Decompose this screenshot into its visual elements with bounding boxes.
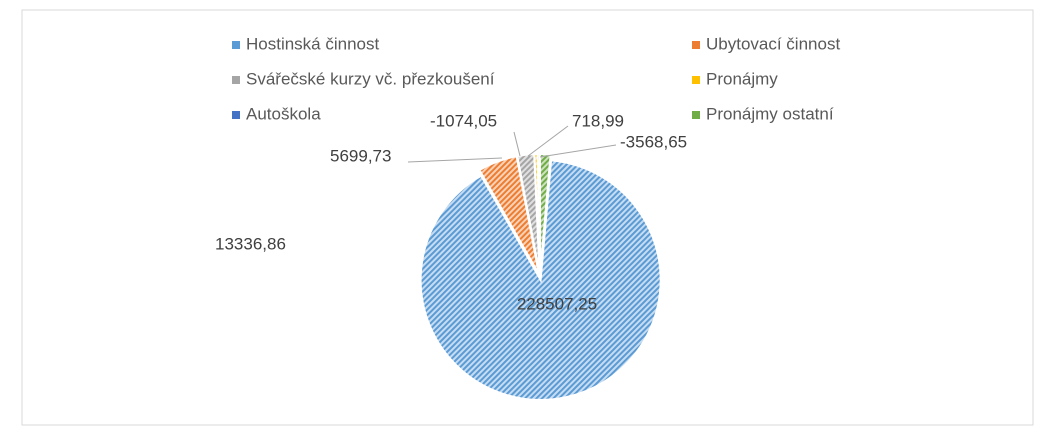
pie-slice — [538, 153, 552, 275]
legend-marker — [692, 76, 700, 84]
legend-marker — [692, 41, 700, 49]
legend-label: Autoškola — [246, 104, 321, 123]
legend-label: Svářečské kurzy vč. přezkoušení — [246, 69, 495, 88]
leader-line — [539, 144, 617, 158]
pie-slice — [419, 159, 662, 401]
data-label: 5699,73 — [330, 146, 391, 165]
legend-label: Pronájmy ostatní — [706, 104, 834, 123]
leader-line — [513, 131, 521, 157]
leader-line — [527, 125, 569, 157]
data-label: 718,99 — [572, 111, 624, 130]
legend-marker — [232, 111, 240, 119]
legend-label: Ubytovací činnost — [706, 34, 840, 53]
legend-marker — [232, 41, 240, 49]
data-label: -1074,05 — [430, 111, 497, 130]
data-label: -3568,65 — [620, 132, 687, 151]
leader-line — [407, 157, 503, 163]
data-label: 228507,25 — [517, 294, 597, 313]
legend-label: Pronájmy — [706, 69, 778, 88]
legend-marker — [232, 76, 240, 84]
legend-label: Hostinská činnost — [246, 34, 380, 53]
data-label: 13336,86 — [215, 234, 286, 253]
legend-marker — [692, 111, 700, 119]
